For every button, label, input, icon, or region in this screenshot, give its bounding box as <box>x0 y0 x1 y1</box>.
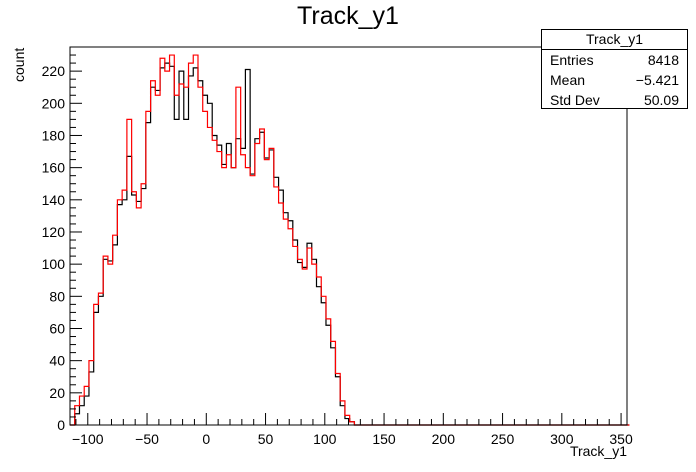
stats-row-entries: Entries 8418 <box>542 50 687 70</box>
y-tick-label: 20 <box>49 385 65 401</box>
x-tick-label: −50 <box>135 431 159 447</box>
y-axis-title: count <box>11 48 27 82</box>
x-tick-label: 0 <box>202 431 210 447</box>
x-tick-label: 200 <box>432 431 456 447</box>
x-tick-label: 150 <box>372 431 396 447</box>
y-tick-label: 40 <box>49 353 65 369</box>
y-tick-label: 80 <box>49 288 65 304</box>
x-tick-label: 300 <box>550 431 574 447</box>
series-layer <box>70 54 630 426</box>
y-tick-label: 180 <box>42 127 66 143</box>
y-tick-label: 60 <box>49 320 65 336</box>
y-tick-label: 200 <box>42 95 66 111</box>
y-tick-label: 120 <box>42 224 66 240</box>
stats-value: 50.09 <box>643 92 679 108</box>
histogram-series-0 <box>70 62 630 426</box>
stats-row-stddev: Std Dev 50.09 <box>542 90 687 110</box>
x-tick-label: 250 <box>491 431 515 447</box>
y-tick-label: 220 <box>42 63 66 79</box>
y-tick-label: 140 <box>42 192 66 208</box>
x-tick-label: 100 <box>313 431 337 447</box>
stats-value: 8418 <box>647 52 679 68</box>
stats-title: Track_y1 <box>542 30 687 50</box>
stats-row-mean: Mean −5.421 <box>542 70 687 90</box>
x-axis: −100 −50 0 50 100 150 200 250 300 350 <box>72 413 633 447</box>
stats-key: Mean <box>550 72 586 88</box>
x-axis-title: Track_y1 <box>570 443 627 459</box>
y-axis: 0 20 40 60 80 100 120 140 160 180 200 220 <box>42 54 82 433</box>
histogram-series-1 <box>70 54 630 426</box>
y-tick-label: 160 <box>42 160 66 176</box>
y-tick-label: 100 <box>42 256 66 272</box>
x-tick-label: 350 <box>609 431 633 447</box>
chart-title: Track_y1 <box>297 2 399 30</box>
stats-value: −5.421 <box>635 72 679 88</box>
stats-box[interactable]: Track_y1 Entries 8418 Mean −5.421 Std De… <box>541 29 688 109</box>
y-tick-label: 0 <box>57 417 65 433</box>
x-tick-label: 50 <box>258 431 274 447</box>
stats-key: Entries <box>550 52 594 68</box>
x-tick-label: −100 <box>72 431 104 447</box>
stats-key: Std Dev <box>550 92 600 108</box>
